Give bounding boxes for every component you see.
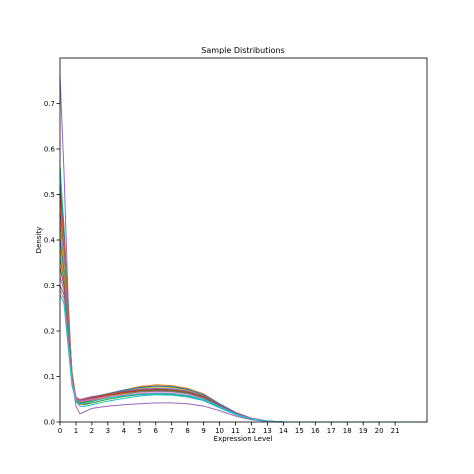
x-tick-label: 16	[311, 427, 320, 435]
x-tick-label: 13	[263, 427, 272, 435]
x-tick-label: 8	[185, 427, 189, 435]
x-tick-label: 19	[359, 427, 368, 435]
x-axis: 0 1 2 3 4 5 6 7 8 9 10 11 12 13 14 15 16 17 18 19 20 21	[58, 422, 400, 435]
x-tick-label: 10	[215, 427, 224, 435]
series-line-10	[59, 230, 427, 423]
x-tick-label: 14	[279, 427, 288, 435]
y-tick-label: 0.2	[44, 328, 55, 336]
y-tick-label: 0.5	[44, 191, 55, 199]
series-line-16	[59, 285, 427, 423]
x-tick-label: 12	[247, 427, 256, 435]
axes-frame	[59, 57, 428, 423]
series-line-13	[59, 258, 427, 423]
x-tick-label: 9	[201, 427, 205, 435]
series-line-17	[59, 289, 427, 423]
x-tick-label: 17	[327, 427, 336, 435]
x-tick-label: 1	[74, 427, 78, 435]
x-tick-label: 0	[58, 427, 62, 435]
y-tick-label: 0.1	[44, 373, 55, 381]
chart-title: Sample Distributions	[201, 46, 284, 55]
x-axis-label: Expression Level	[214, 435, 273, 443]
series-line-1	[59, 76, 427, 423]
x-tick-label: 20	[375, 427, 384, 435]
x-tick-label: 11	[231, 427, 240, 435]
series-line-4	[59, 185, 427, 423]
y-axis-label: Density	[35, 227, 43, 254]
series-line-14	[59, 267, 427, 423]
x-tick-label: 5	[138, 427, 142, 435]
x-tick-label: 21	[391, 427, 400, 435]
series-line-6	[59, 203, 427, 423]
series-line-5	[59, 194, 427, 423]
x-tick-label: 6	[154, 427, 159, 435]
y-axis: 0.0 0.1 0.2 0.3 0.4 0.5 0.6 0.7	[44, 100, 60, 427]
series-line-18	[59, 294, 427, 423]
y-tick-label: 0.7	[44, 100, 55, 108]
x-tick-label: 2	[90, 427, 94, 435]
y-tick-label: 0.4	[44, 237, 56, 245]
series-line-3	[59, 171, 427, 423]
x-tick-label: 18	[343, 427, 352, 435]
y-tick-label: 0.0	[44, 419, 55, 427]
series-line-2	[59, 167, 427, 423]
x-tick-label: 4	[122, 427, 127, 435]
y-tick-label: 0.6	[44, 146, 56, 154]
y-tick-label: 0.3	[44, 282, 55, 290]
x-tick-label: 15	[295, 427, 304, 435]
x-tick-label: 7	[169, 427, 173, 435]
plot-area	[59, 76, 427, 423]
series-line-7	[59, 212, 427, 423]
x-tick-label: 3	[106, 427, 110, 435]
